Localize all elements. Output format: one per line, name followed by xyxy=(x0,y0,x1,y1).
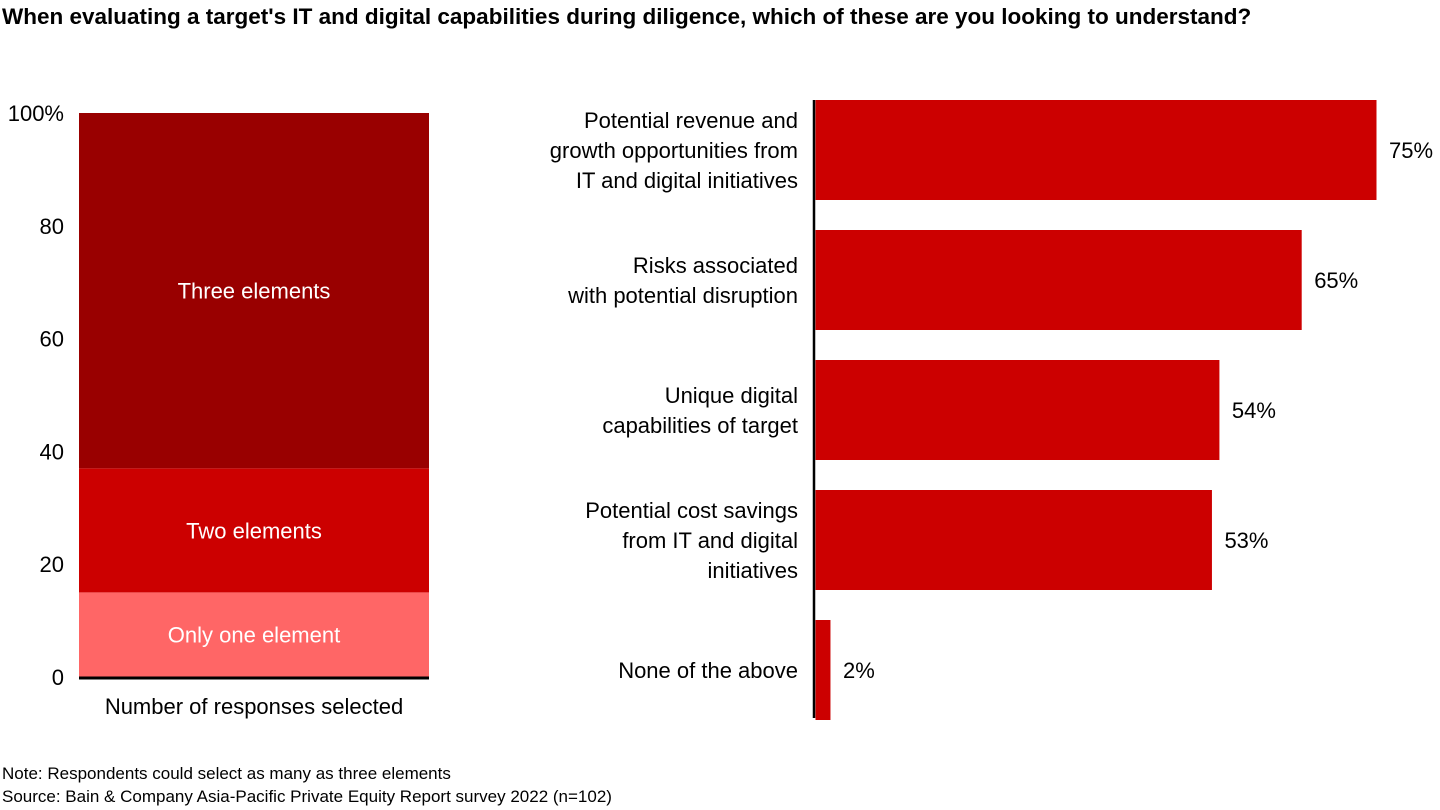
chart-note: Note: Respondents could select as many a… xyxy=(2,764,451,783)
y-tick-label: 20 xyxy=(40,552,64,577)
segment-label: Two elements xyxy=(186,518,322,543)
category-label: IT and digital initiatives xyxy=(576,168,798,193)
category-label: Potential cost savings xyxy=(585,498,798,523)
data-label: 54% xyxy=(1232,398,1276,423)
segment-label: Only one element xyxy=(168,623,340,648)
category-label: with potential disruption xyxy=(567,283,798,308)
y-tick-label: 100% xyxy=(8,101,64,126)
y-tick-label: 0 xyxy=(52,665,64,690)
category-label: None of the above xyxy=(618,658,798,683)
segment-label: Three elements xyxy=(178,279,331,304)
data-label: 65% xyxy=(1314,268,1358,293)
y-tick-label: 80 xyxy=(40,214,64,239)
category-label: growth opportunities from xyxy=(550,138,798,163)
bar xyxy=(815,100,1377,200)
data-label: 75% xyxy=(1389,138,1433,163)
bar xyxy=(815,620,831,720)
bar xyxy=(815,490,1212,590)
stacked-segment xyxy=(79,592,429,677)
chart-title: When evaluating a target's IT and digita… xyxy=(2,4,1252,29)
category-label: Risks associated xyxy=(633,253,798,278)
category-label: capabilities of target xyxy=(602,413,798,438)
data-label: 53% xyxy=(1224,528,1268,553)
bar xyxy=(815,230,1302,330)
category-label: Unique digital xyxy=(665,383,798,408)
chart-source: Source: Bain & Company Asia-Pacific Priv… xyxy=(2,787,612,806)
x-axis-label: Number of responses selected xyxy=(105,694,403,719)
y-tick-label: 60 xyxy=(40,327,64,352)
y-tick-label: 40 xyxy=(40,439,64,464)
category-label: Potential revenue and xyxy=(584,108,798,133)
stacked-segment xyxy=(79,468,429,593)
category-label: from IT and digital xyxy=(622,528,798,553)
stacked-segment xyxy=(79,113,429,469)
data-label: 2% xyxy=(843,658,875,683)
category-label: initiatives xyxy=(708,558,798,583)
bar xyxy=(815,360,1220,460)
